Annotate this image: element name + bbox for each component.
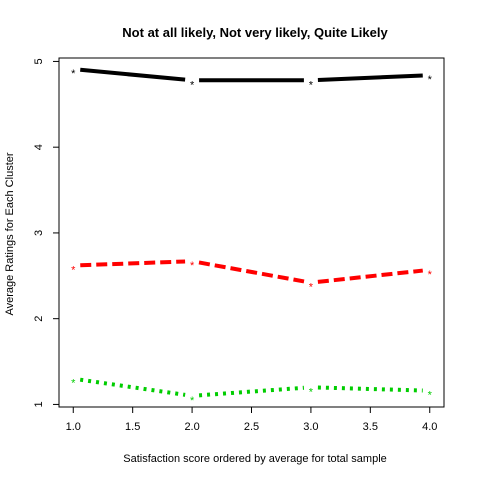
y-tick-label: 3 [33, 230, 45, 236]
series-1: * * * * [71, 67, 433, 91]
data-point: * [71, 265, 76, 277]
series-line-segment [317, 385, 423, 393]
series-line-segment [317, 73, 423, 82]
x-tick-label: 2.5 [244, 421, 259, 433]
data-point: * [190, 79, 195, 91]
x-tick-label: 3.0 [303, 421, 318, 433]
chart-title: Not at all likely, Not very likely, Quit… [122, 25, 388, 40]
data-point: * [309, 386, 314, 398]
x-tick-label: 1.0 [66, 421, 81, 433]
y-tick-label: 5 [33, 58, 45, 64]
data-point: * [71, 68, 76, 80]
series-line-segment [80, 67, 186, 82]
series-line-segment [80, 259, 186, 268]
data-point: * [428, 390, 433, 402]
x-axis: 1.0 1.5 2.0 2.5 3.0 3.5 4.0 [66, 407, 437, 433]
series-layer: * * * * * * * * * * * * [71, 67, 433, 407]
plot-area: * * * * * * * * * * * * [58, 57, 445, 408]
x-tick-label: 2.0 [184, 421, 199, 433]
x-tick-label: 4.0 [422, 421, 437, 433]
data-point: * [309, 282, 314, 294]
x-axis-label: Satisfaction score ordered by average fo… [123, 453, 387, 465]
data-point: * [190, 260, 195, 272]
series-line-segment [317, 268, 423, 284]
y-tick-label: 2 [33, 316, 45, 322]
x-tick-label: 1.5 [125, 421, 140, 433]
data-point: * [428, 74, 433, 86]
y-axis-label: Average Ratings for Each Cluster [4, 152, 16, 315]
y-tick-label: 4 [33, 144, 45, 150]
data-point: * [309, 79, 314, 91]
y-axis: 1 2 3 4 5 [33, 58, 59, 407]
series-line-segment [79, 377, 186, 397]
series-3: * * * * [71, 378, 432, 407]
data-point: * [428, 269, 433, 281]
series-line-segment [198, 385, 305, 398]
data-point: * [71, 378, 76, 390]
y-tick-label: 1 [33, 401, 45, 407]
series-2: * * * * [71, 259, 433, 294]
plot-border [58, 57, 445, 408]
series-line-segment [198, 260, 305, 284]
x-tick-label: 3.5 [363, 421, 378, 433]
data-point: * [190, 395, 195, 407]
